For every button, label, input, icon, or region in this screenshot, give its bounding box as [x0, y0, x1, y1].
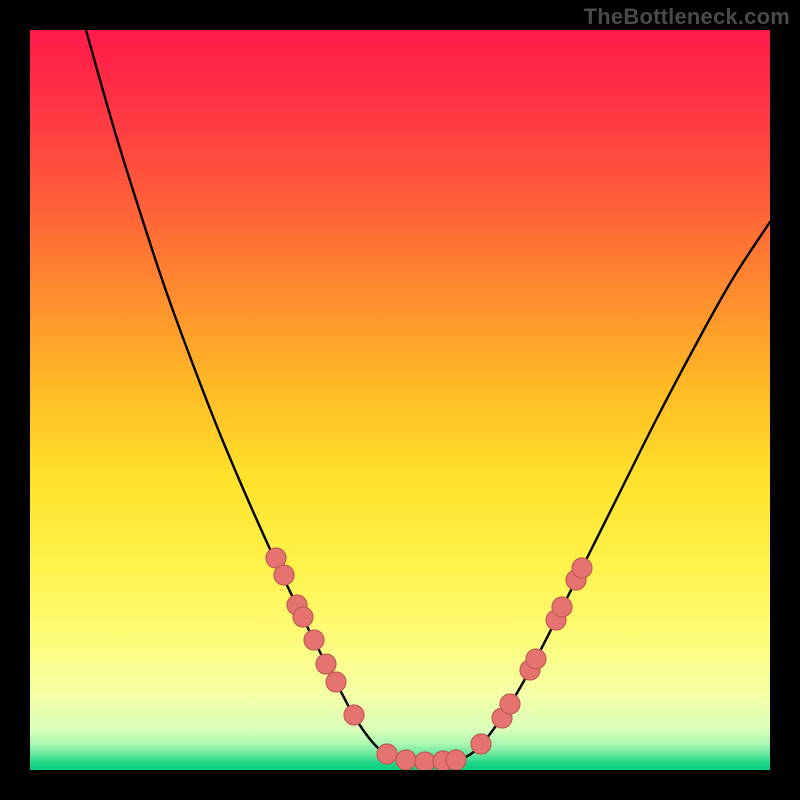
data-point: [316, 654, 336, 674]
data-point: [500, 694, 520, 714]
watermark-text: TheBottleneck.com: [584, 4, 790, 30]
data-point: [396, 750, 416, 770]
data-point: [446, 750, 466, 770]
data-point: [552, 597, 572, 617]
data-point: [415, 752, 435, 770]
data-point: [526, 649, 546, 669]
data-point: [344, 705, 364, 725]
data-point: [377, 744, 397, 764]
chart-svg: [30, 30, 770, 770]
data-point: [293, 607, 313, 627]
data-point: [572, 558, 592, 578]
plot-area: [30, 30, 770, 770]
bottleneck-curve: [86, 30, 770, 762]
outer-frame: TheBottleneck.com: [0, 0, 800, 800]
data-point: [274, 565, 294, 585]
data-point: [471, 734, 491, 754]
data-point: [304, 630, 324, 650]
data-point: [326, 672, 346, 692]
